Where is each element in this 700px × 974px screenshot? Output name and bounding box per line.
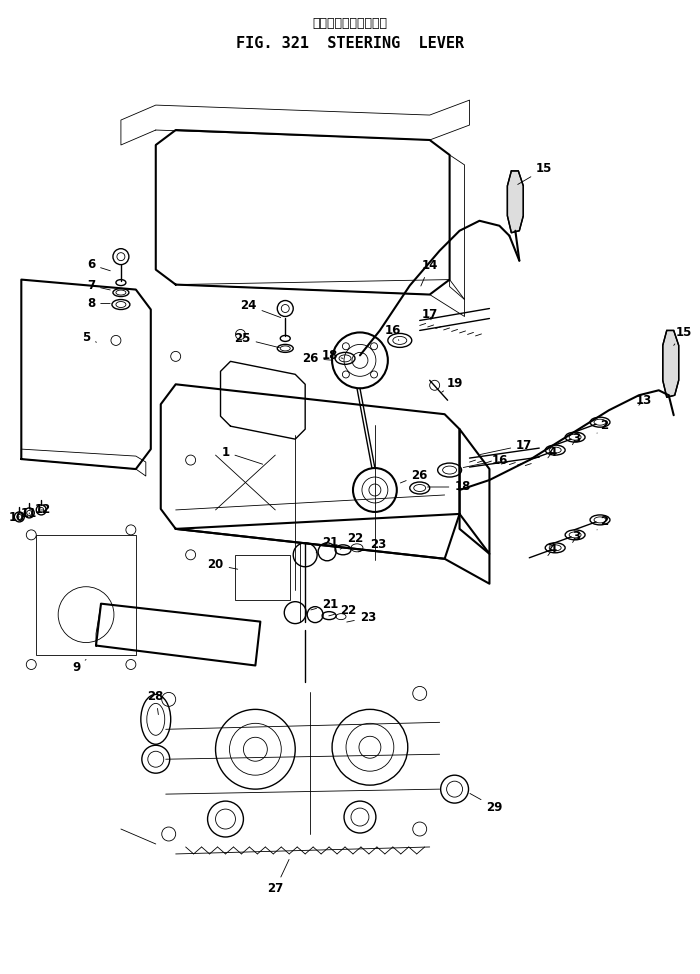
Text: 21: 21 <box>316 537 338 553</box>
Bar <box>235 555 290 600</box>
Text: 15: 15 <box>518 163 552 184</box>
Polygon shape <box>663 330 679 397</box>
Text: 3: 3 <box>572 531 580 543</box>
Text: 23: 23 <box>346 611 376 624</box>
Text: 2: 2 <box>597 515 608 530</box>
Text: 2: 2 <box>597 419 608 433</box>
Bar <box>36 535 136 655</box>
Text: 17: 17 <box>480 438 533 455</box>
Text: ステアリング　レバー: ステアリング レバー <box>312 17 388 30</box>
Text: 4: 4 <box>548 445 556 459</box>
Text: 11: 11 <box>21 507 37 520</box>
Text: 15: 15 <box>673 326 692 346</box>
Text: 27: 27 <box>267 859 289 895</box>
Text: 18: 18 <box>322 349 343 362</box>
Text: 22: 22 <box>340 533 363 549</box>
Text: 23: 23 <box>358 539 386 552</box>
Text: 28: 28 <box>148 690 164 715</box>
Text: 12: 12 <box>35 504 51 516</box>
Text: 20: 20 <box>207 558 238 572</box>
Text: 14: 14 <box>421 259 438 286</box>
Text: 26: 26 <box>400 468 428 483</box>
Text: 19: 19 <box>442 377 463 393</box>
Text: 18: 18 <box>428 480 470 494</box>
Polygon shape <box>508 170 524 233</box>
Text: 24: 24 <box>240 299 281 318</box>
Text: 5: 5 <box>82 331 97 344</box>
Text: 8: 8 <box>87 297 110 310</box>
Text: 10: 10 <box>8 511 24 524</box>
Text: 26: 26 <box>302 352 331 365</box>
Text: 22: 22 <box>329 604 356 618</box>
Text: 29: 29 <box>470 794 503 813</box>
Text: FIG. 321  STEERING  LEVER: FIG. 321 STEERING LEVER <box>236 36 464 51</box>
Text: 7: 7 <box>87 280 110 292</box>
Text: 21: 21 <box>311 598 338 611</box>
Text: 6: 6 <box>87 258 111 271</box>
Text: 16: 16 <box>384 324 401 341</box>
Text: 13: 13 <box>636 393 652 407</box>
Text: 4: 4 <box>548 543 556 556</box>
Text: 1: 1 <box>221 445 262 465</box>
Text: 25: 25 <box>234 332 279 348</box>
Text: 17: 17 <box>421 308 438 321</box>
Text: 16: 16 <box>463 454 508 468</box>
Text: 3: 3 <box>572 431 580 445</box>
Text: 9: 9 <box>72 659 86 674</box>
